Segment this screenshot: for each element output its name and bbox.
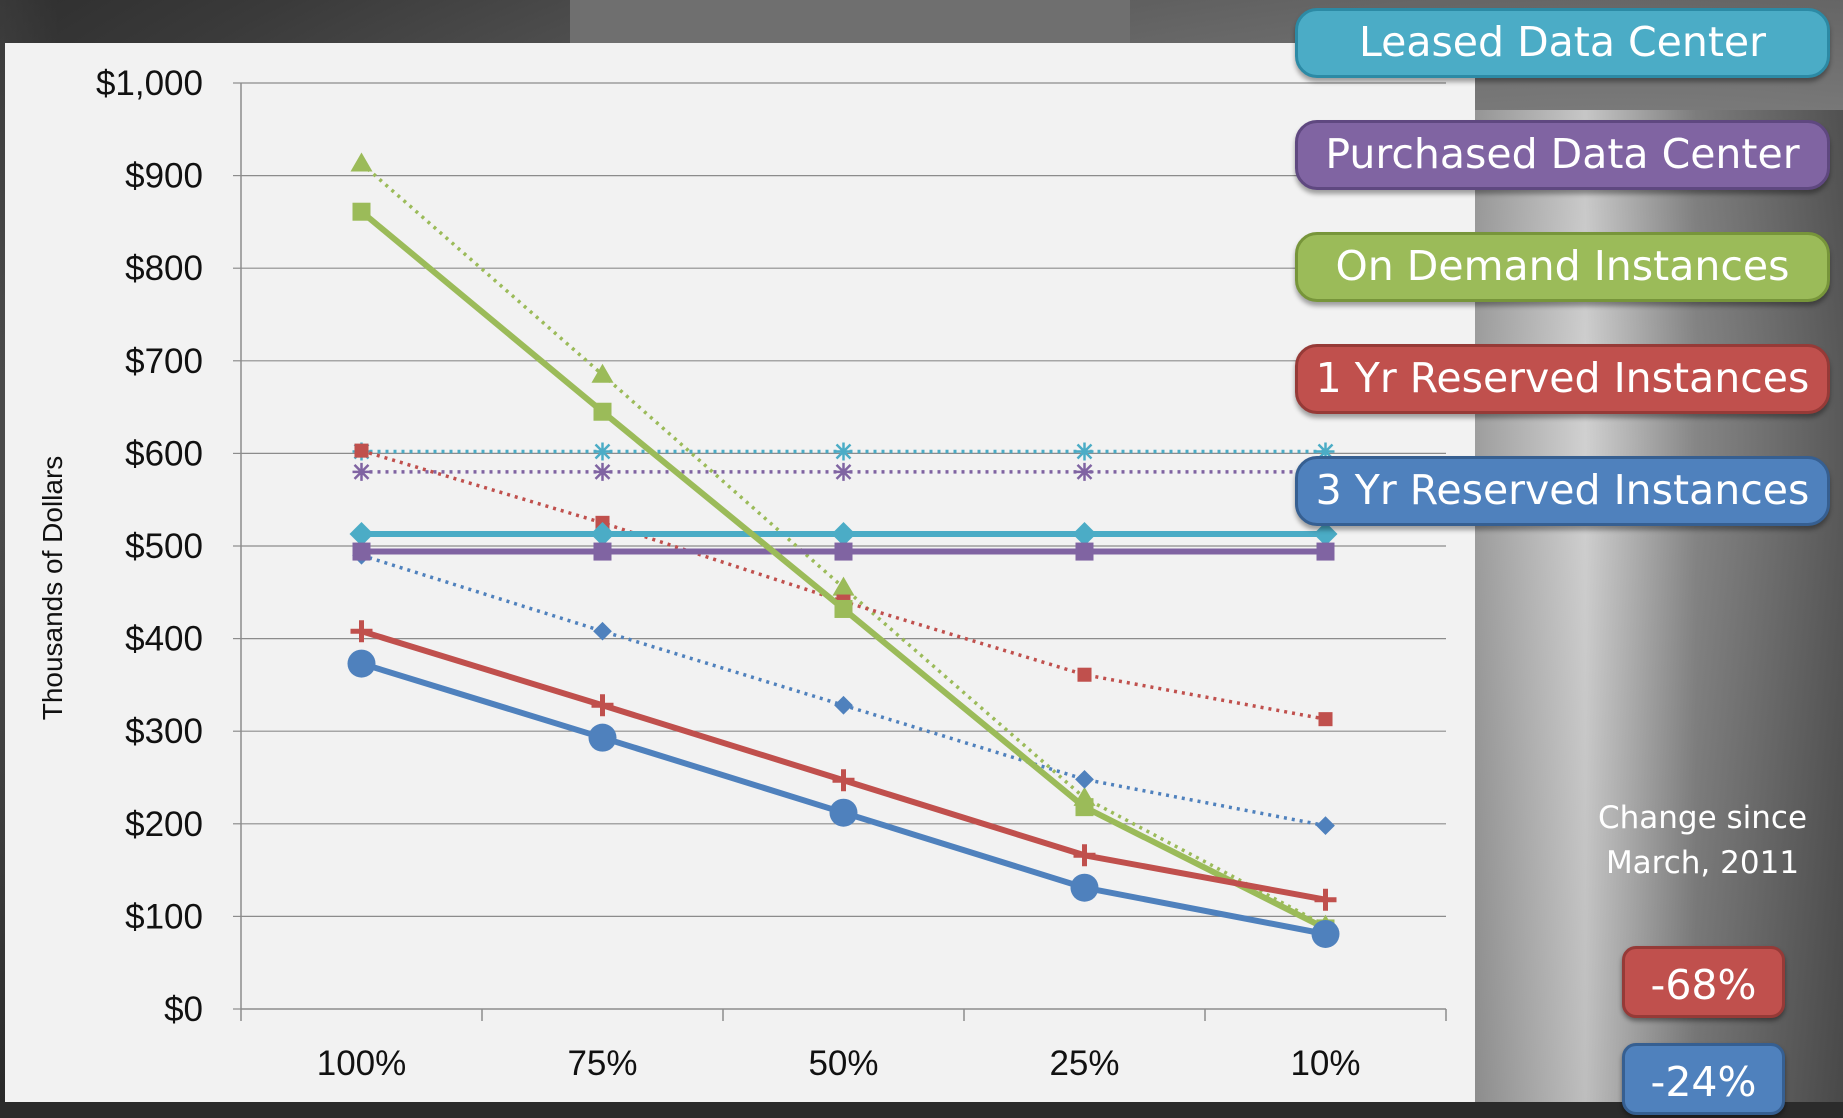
data-point <box>347 649 376 678</box>
y-tick-label: $700 <box>125 342 203 381</box>
data-point <box>1075 769 1094 789</box>
data-point <box>350 620 373 643</box>
legend-label: 1 Yr Reserved Instances <box>1315 354 1810 402</box>
data-point <box>1077 667 1092 682</box>
y-tick-label: $900 <box>125 157 203 196</box>
background-rack-shade <box>570 0 1130 43</box>
series-purchased_prev <box>352 462 1335 481</box>
data-point <box>1318 712 1333 727</box>
data-point <box>591 363 614 383</box>
legend-label: On Demand Instances <box>1335 242 1790 290</box>
y-tick-label: $300 <box>125 712 203 751</box>
y-tick-label: $0 <box>164 990 203 1029</box>
y-axis-label: Thousands of Dollars <box>37 456 68 721</box>
x-tick-labels: 100% 75% 50% 25% 10% <box>317 1044 1361 1083</box>
y-tick-label: $1,000 <box>96 64 203 103</box>
data-point <box>834 442 853 461</box>
data-point <box>831 521 856 546</box>
x-tick-label: 10% <box>1290 1044 1360 1083</box>
x-tick-label: 75% <box>567 1044 637 1083</box>
data-point <box>352 462 371 481</box>
series-purchased-data-center <box>352 542 1335 561</box>
legend-label: Purchased Data Center <box>1325 130 1800 178</box>
data-point <box>834 542 853 561</box>
legend-item: On Demand Instances <box>1295 232 1830 302</box>
data-point <box>1313 521 1338 546</box>
data-point <box>591 694 614 717</box>
data-point <box>834 695 853 715</box>
legend-label: Leased Data Center <box>1358 18 1767 66</box>
data-point <box>834 599 853 618</box>
legend-item: 3 Yr Reserved Instances <box>1295 456 1830 526</box>
series-leased-data-center <box>349 521 1338 546</box>
data-point <box>1075 542 1094 561</box>
data-point <box>1072 521 1097 546</box>
chart-series <box>347 152 1340 948</box>
data-point <box>1070 873 1099 902</box>
data-point <box>829 798 858 827</box>
change-badge: -68% <box>1622 946 1785 1018</box>
y-tick-label: $800 <box>125 249 203 288</box>
data-point <box>593 462 612 481</box>
legend-item: 1 Yr Reserved Instances <box>1295 344 1830 414</box>
change-badge: -24% <box>1622 1043 1785 1115</box>
data-point <box>352 542 371 561</box>
legend-item: Purchased Data Center <box>1295 120 1830 190</box>
x-tick-label: 50% <box>808 1044 878 1083</box>
data-point <box>1316 442 1335 461</box>
data-point <box>832 576 855 596</box>
legend-item: Leased Data Center <box>1295 8 1830 78</box>
x-tick-label: 25% <box>1049 1044 1119 1083</box>
line-chart: $0 $100 $200 $300 $400 $500 $600 $700 $800 $900 $1… <box>37 64 1447 1083</box>
data-point <box>593 442 612 461</box>
data-point <box>834 462 853 481</box>
y-tick-label: $500 <box>125 527 203 566</box>
legend-label: 3 Yr Reserved Instances <box>1315 466 1810 514</box>
data-point <box>349 521 374 546</box>
data-point <box>593 402 612 421</box>
data-point <box>354 443 369 458</box>
series-leased_prev <box>352 442 1335 461</box>
y-tick-label: $200 <box>125 805 203 844</box>
y-tick-label: $600 <box>125 434 203 473</box>
y-tick-labels: $0 $100 $200 $300 $400 $500 $600 $700 $800 $900 $1… <box>96 64 203 1029</box>
data-point <box>1073 844 1096 867</box>
series-on-demand-instances <box>352 202 1335 938</box>
x-tick-label: 100% <box>317 1044 407 1083</box>
data-point <box>588 723 617 752</box>
y-tick-label: $400 <box>125 620 203 659</box>
data-point <box>1075 442 1094 461</box>
y-tick-label: $100 <box>125 897 203 936</box>
data-point <box>593 542 612 561</box>
chart-panel: $0 $100 $200 $300 $400 $500 $600 $700 $800 $900 $1… <box>5 43 1475 1102</box>
data-point <box>1316 816 1335 836</box>
series-3-yr-reserved-instances <box>347 649 1340 948</box>
data-point <box>1075 798 1094 817</box>
data-point <box>1075 462 1094 481</box>
data-point <box>1311 919 1340 948</box>
change-label: Change since March, 2011 <box>1597 800 1808 881</box>
series-line <box>358 628 1329 903</box>
data-point <box>350 152 373 172</box>
data-point <box>590 521 615 546</box>
data-point <box>352 202 371 221</box>
series-1-yr-reserved-instances <box>350 620 1337 911</box>
data-point <box>1316 542 1335 561</box>
chart-axes <box>240 83 1447 1021</box>
data-point <box>832 769 855 792</box>
data-point <box>1314 888 1337 911</box>
data-point <box>593 621 612 641</box>
